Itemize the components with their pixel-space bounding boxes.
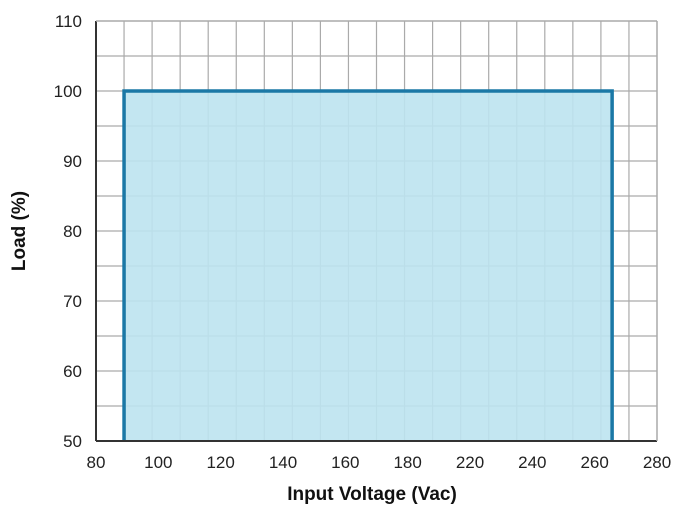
x-tick-label: 80 xyxy=(87,453,106,472)
tick-labels: 80 100 120 140 160 180 220 240 260 280 50 60 70 80 90 1… xyxy=(54,12,672,472)
x-tick-label: 240 xyxy=(518,453,546,472)
y-tick-label: 70 xyxy=(63,292,82,311)
x-tick-label: 100 xyxy=(144,453,172,472)
axes xyxy=(95,20,658,442)
y-tick-label: 80 xyxy=(63,222,82,241)
x-tick-label: 120 xyxy=(206,453,234,472)
operating-area-fill xyxy=(124,91,613,441)
x-tick-label: 160 xyxy=(331,453,359,472)
x-tick-label: 140 xyxy=(269,453,297,472)
y-tick-label: 60 xyxy=(63,362,82,381)
x-tick-label: 220 xyxy=(456,453,484,472)
y-tick-label: 110 xyxy=(55,12,82,31)
y-tick-label: 50 xyxy=(63,432,82,451)
x-tick-label: 280 xyxy=(643,453,671,472)
y-tick-label: 100 xyxy=(54,82,82,101)
operating-area-outline xyxy=(122,89,614,441)
y-axis-title: Load (%) xyxy=(9,191,30,271)
x-tick-label: 180 xyxy=(393,453,421,472)
data-area xyxy=(122,89,614,441)
x-tick-label: 260 xyxy=(580,453,608,472)
x-axis-title: Input Voltage (Vac) xyxy=(287,484,457,505)
y-tick-label: 90 xyxy=(63,152,82,171)
